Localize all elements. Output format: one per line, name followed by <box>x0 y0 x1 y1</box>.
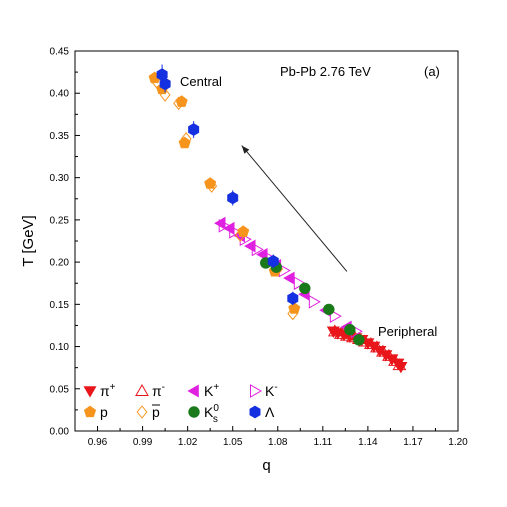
data-point <box>388 353 402 366</box>
data-point <box>333 326 348 339</box>
legend-label: p <box>100 404 108 420</box>
data-point <box>227 191 239 205</box>
data-point <box>159 77 171 91</box>
trend-arrow <box>241 145 348 272</box>
legend-label: K+ <box>204 382 219 399</box>
y-axis-title: T [GeV] <box>20 215 37 266</box>
data-point <box>251 242 264 257</box>
legend-marker <box>83 405 97 418</box>
legend-item: π+ <box>83 382 116 399</box>
data-point <box>173 96 185 111</box>
y-tick-label: 0.30 <box>50 173 70 184</box>
legend-marker <box>135 383 149 396</box>
legend: π+ π- K+ K-p p K0 s Λ <box>83 382 278 425</box>
x-tick-label: 1.08 <box>268 437 288 448</box>
data-point <box>344 323 356 336</box>
y-tick-label: 0.05 <box>50 384 70 395</box>
series-K0s <box>260 257 365 346</box>
data-point <box>206 179 218 193</box>
data-point <box>299 282 311 294</box>
y-ticks: 0.00 0.05 0.10 0.15 0.20 0.25 0.30 0.35 0.40 0.45 <box>50 47 80 438</box>
legend-label: π- <box>152 382 165 399</box>
annotation-panel-label: (a) <box>424 64 440 79</box>
arrow-shaft <box>241 145 348 272</box>
x-tick-label: 1.11 <box>313 437 332 448</box>
data-point <box>288 302 301 314</box>
data-point <box>229 224 242 239</box>
legend-item: K- <box>250 382 278 399</box>
x-tick-label: 0.99 <box>133 437 153 448</box>
annotation-central: Central <box>180 74 222 89</box>
legend-item: Λ <box>249 404 275 420</box>
data-point <box>376 344 390 357</box>
data-point <box>188 123 200 136</box>
legend-marker <box>136 405 148 419</box>
data-point <box>218 218 231 233</box>
legend-marker <box>83 386 97 398</box>
legend-marker <box>187 384 199 398</box>
data-point <box>180 132 192 146</box>
legend-item: K0 s <box>188 403 219 425</box>
arrow-head <box>241 145 250 154</box>
legend-marker <box>249 405 261 419</box>
x-tick-label: 1.05 <box>223 437 243 448</box>
y-tick-label: 0.15 <box>50 300 70 311</box>
data-point <box>327 324 342 337</box>
x-tick-label: 1.14 <box>358 437 378 448</box>
legend-item: p <box>136 404 160 420</box>
legend-label: π+ <box>100 382 116 399</box>
annotation-peripheral: Peripheral <box>378 324 437 339</box>
x-tick-label: 0.96 <box>88 437 108 448</box>
data-point <box>392 358 407 371</box>
y-tick-label: 0.45 <box>50 47 70 58</box>
legend-label: Λ <box>265 404 275 420</box>
data-points <box>148 64 408 374</box>
x-ticks: 0.96 0.99 1.02 1.05 1.08 1.11 1.14 1.17 1.20 <box>88 426 468 448</box>
data-point <box>287 292 299 305</box>
x-axis-title: q <box>262 457 270 474</box>
legend-marker <box>188 406 200 418</box>
annotation-system: Pb-Pb 2.76 TeV <box>280 64 371 79</box>
y-tick-label: 0.40 <box>50 89 70 100</box>
y-tick-label: 0.00 <box>50 427 70 438</box>
data-point <box>353 334 365 346</box>
data-point <box>370 340 384 353</box>
y-tick-label: 0.25 <box>50 215 70 226</box>
data-point <box>287 306 299 321</box>
legend-item: K+ <box>187 382 219 399</box>
series-lambda <box>156 64 299 306</box>
legend-item: π- <box>135 382 165 399</box>
data-point <box>382 348 396 361</box>
data-point <box>364 337 378 350</box>
x-tick-label: 1.02 <box>178 437 198 448</box>
x-tick-label: 1.17 <box>403 437 423 448</box>
legend-label: p <box>152 404 160 420</box>
y-tick-label: 0.20 <box>50 258 70 269</box>
data-point <box>308 294 321 309</box>
legend-label: K- <box>265 382 278 399</box>
data-point <box>329 309 342 324</box>
legend-marker <box>250 384 263 398</box>
legend-label: K0 s <box>204 403 219 425</box>
data-point <box>234 228 246 242</box>
data-point <box>323 303 335 316</box>
x-tick-label: 1.20 <box>448 437 468 448</box>
data-point <box>267 254 279 268</box>
y-tick-label: 0.10 <box>50 342 70 353</box>
data-point <box>159 88 171 102</box>
y-tick-label: 0.35 <box>50 131 70 142</box>
legend-item: p <box>83 404 108 420</box>
